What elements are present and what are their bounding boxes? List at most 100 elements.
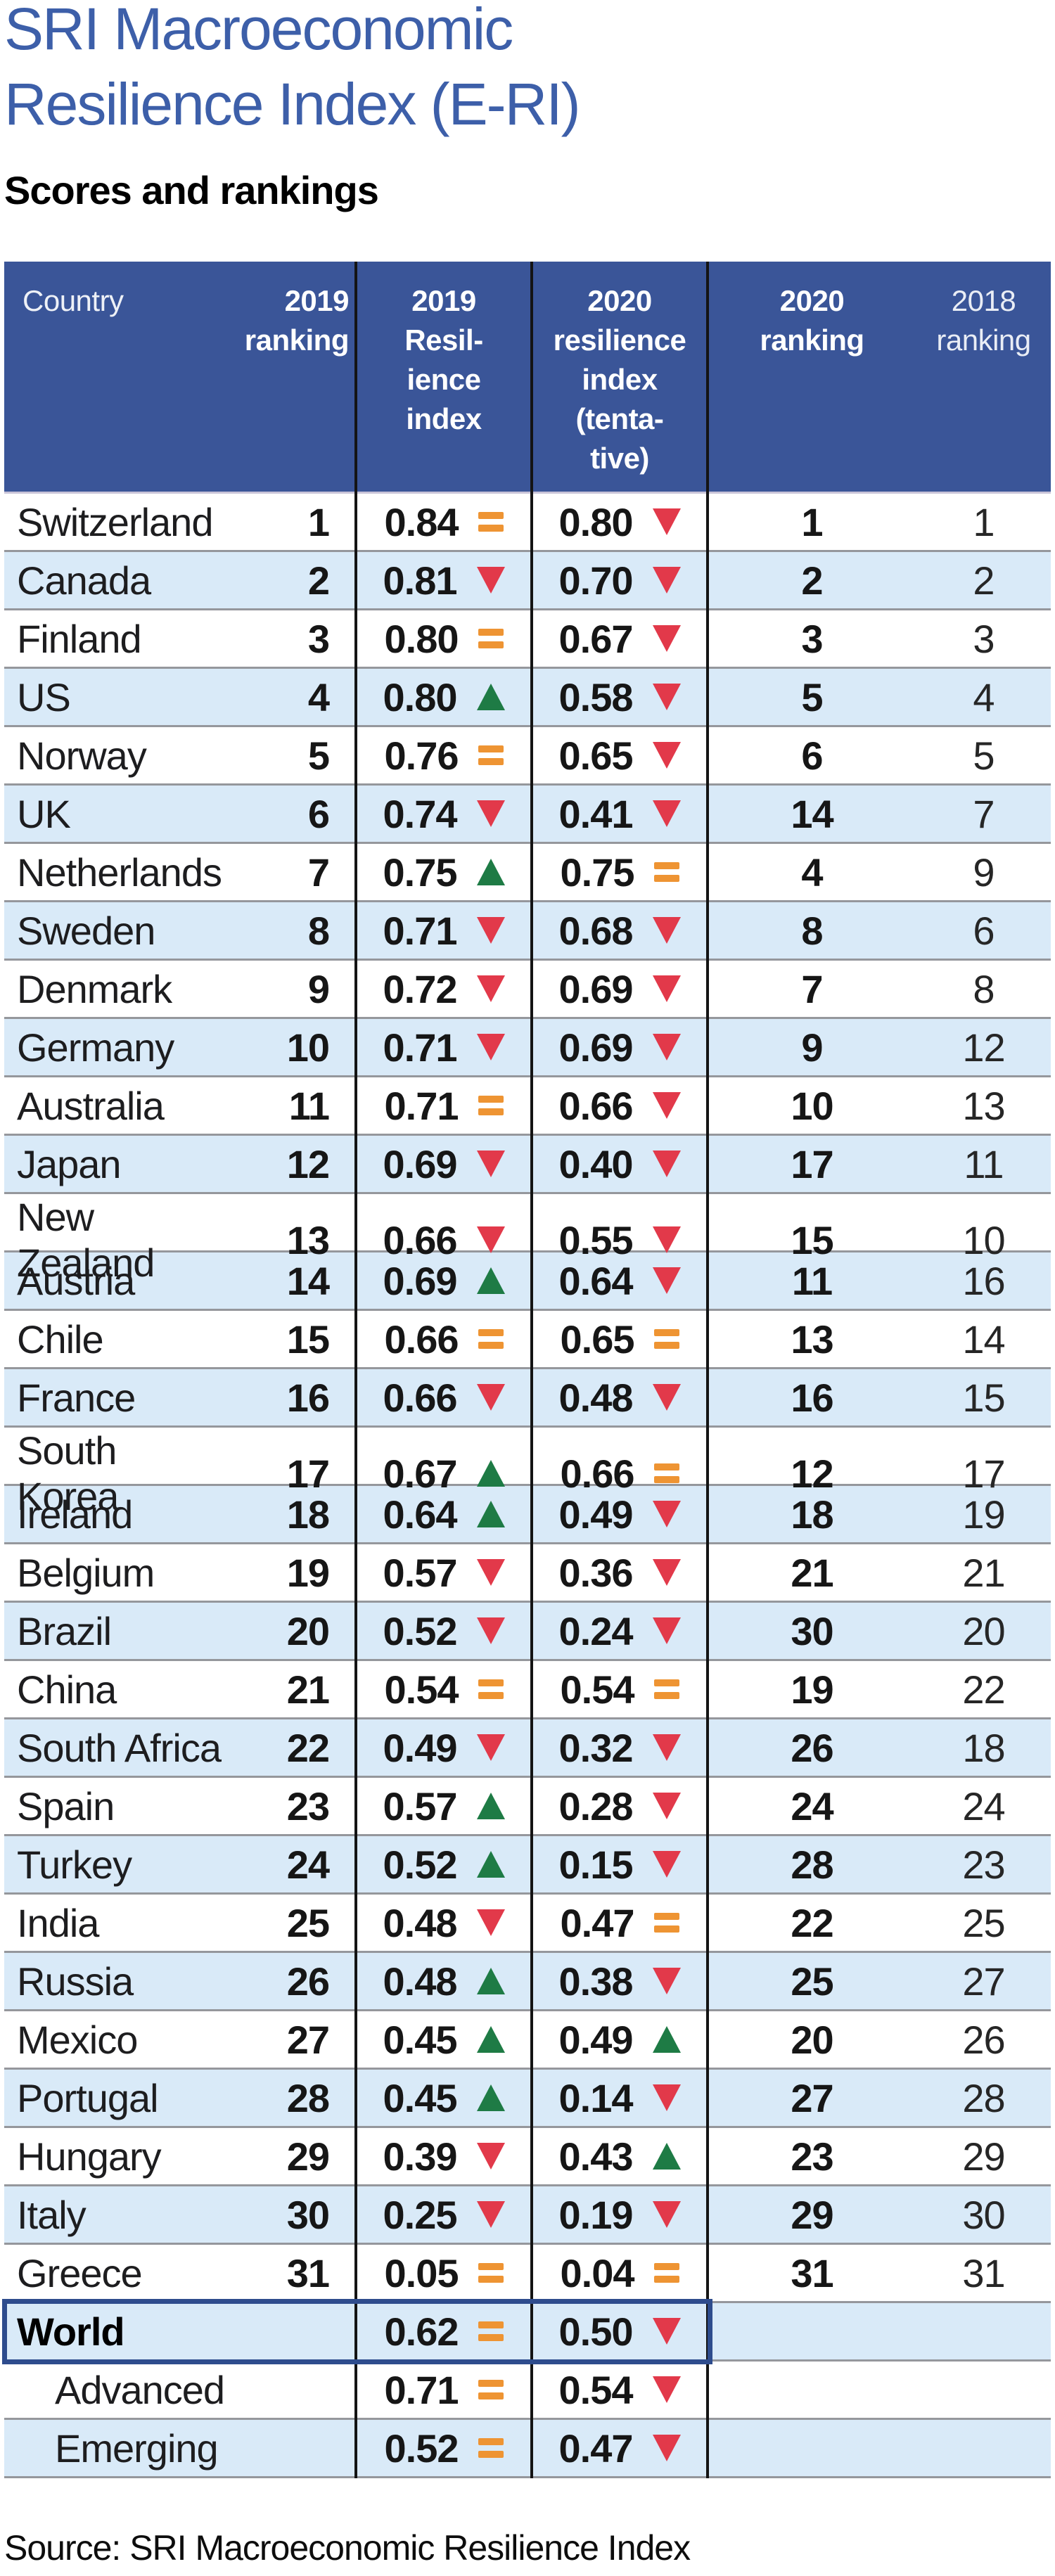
cell-2020-index: 0.54 (532, 1661, 708, 1717)
index-value-2020: 0.15 (558, 1842, 634, 1887)
cell-2019-index: 0.84 (356, 494, 532, 550)
cell-2020-ranking: 6 (801, 733, 823, 778)
down-triangle-icon (652, 1559, 681, 1586)
index-value-2019: 0.39 (383, 2134, 458, 2179)
cell-2020-ranking: 26 (791, 1725, 833, 1770)
cell-2018-ranking (916, 2362, 1051, 2418)
cell-2020-index: 0.50 (532, 2303, 708, 2359)
table-row: Australia 11 0.71 0.66 10 13 (4, 1077, 1051, 1136)
table-row: Mexico 27 0.45 0.49 20 26 (4, 2011, 1051, 2070)
down-triangle-icon (652, 1793, 681, 1819)
column-divider-line (530, 262, 533, 2478)
index-value-2019: 0.52 (384, 2426, 459, 2471)
index-value-2019: 0.80 (383, 674, 458, 719)
cell-2019-index: 0.05 (356, 2245, 532, 2301)
cell-2019-index: 0.76 (356, 727, 532, 783)
down-triangle-icon (652, 2435, 681, 2461)
cell-country: Denmark (17, 966, 172, 1011)
cell-2020-ranking: 7 (801, 966, 823, 1011)
up-triangle-icon (476, 859, 505, 885)
cell-2020-ranking: 15 (791, 1217, 833, 1262)
down-triangle-icon (652, 742, 681, 769)
cell-2018-ranking: 28 (962, 2075, 1005, 2120)
cell-2020-index: 0.69 (532, 1019, 708, 1075)
cell-2020-index: 0.68 (532, 902, 708, 959)
cell-2020-index: 0.47 (532, 1895, 708, 1951)
column-divider-line (354, 262, 357, 2478)
cell-country: New Zealand (17, 1195, 155, 1285)
down-triangle-icon (652, 2201, 681, 2228)
down-triangle-icon (652, 1151, 681, 1177)
cell-2019-ranking: 30 (286, 2192, 330, 2237)
cell-2018-ranking: 6 (973, 908, 995, 953)
table-row: Turkey 24 0.52 0.15 28 23 (4, 1836, 1051, 1895)
cell-2019-ranking: 5 (307, 733, 330, 778)
index-value-2020: 0.75 (560, 850, 635, 895)
equal-sign-icon (478, 2321, 504, 2341)
cell-2019-index: 0.80 (356, 610, 532, 667)
index-value-2020: 0.64 (558, 1258, 634, 1303)
index-value-2020: 0.68 (558, 908, 634, 953)
index-value-2019: 0.52 (383, 1842, 458, 1887)
down-triangle-icon (476, 800, 505, 827)
cell-country: Hungary (17, 2134, 162, 2179)
cell-2020-ranking: 3 (801, 616, 823, 661)
cell-2019-ranking: 11 (288, 1083, 330, 1128)
cell-2020-index: 0.67 (532, 610, 708, 667)
down-triangle-icon (652, 2318, 681, 2345)
index-value-2019: 0.66 (383, 1217, 458, 1262)
index-value-2019: 0.62 (384, 2309, 459, 2354)
cell-2020-ranking: 27 (791, 2075, 833, 2120)
cell-2019-ranking: 6 (307, 791, 330, 836)
cell-2020-index: 0.36 (532, 1544, 708, 1601)
table-header-row: Country 2019 ranking 2019 Resil- ience i… (4, 262, 1051, 494)
index-value-2020: 0.48 (558, 1375, 634, 1420)
cell-country: Netherlands (17, 850, 222, 895)
cell-2019-ranking (222, 2420, 356, 2476)
equal-sign-icon (478, 512, 504, 532)
index-value-2019: 0.45 (383, 2017, 458, 2062)
up-triangle-icon (476, 1267, 505, 1294)
cell-2019-index: 0.66 (356, 1369, 532, 1425)
cell-2019-index: 0.62 (356, 2303, 532, 2359)
up-triangle-icon (652, 2143, 681, 2170)
cell-2020-ranking: 21 (791, 1550, 833, 1595)
cell-country: Chile (17, 1316, 104, 1361)
cell-2019-ranking: 24 (286, 1842, 330, 1887)
up-triangle-icon (476, 1460, 505, 1487)
cell-2019-ranking: 10 (286, 1025, 330, 1070)
table-row: World 0.62 0.50 (4, 2303, 1051, 2362)
cell-2020-index: 0.70 (532, 552, 708, 608)
cell-2020-index: 0.15 (532, 1836, 708, 1892)
index-value-2020: 0.19 (558, 2192, 634, 2237)
cell-2019-index: 0.80 (356, 669, 532, 725)
table-row: US 4 0.80 0.58 5 4 (4, 669, 1051, 727)
cell-2019-ranking (222, 2362, 356, 2418)
table-row: Italy 30 0.25 0.19 29 30 (4, 2186, 1051, 2245)
cell-2019-index: 0.57 (356, 1778, 532, 1834)
table-row: Portugal 28 0.45 0.14 27 28 (4, 2070, 1051, 2128)
index-value-2020: 0.80 (558, 499, 634, 544)
down-triangle-icon (652, 2376, 681, 2403)
index-value-2019: 0.64 (383, 1492, 458, 1537)
cell-2019-index: 0.71 (356, 1019, 532, 1075)
cell-2019-index: 0.45 (356, 2011, 532, 2068)
down-triangle-icon (476, 1559, 505, 1586)
equal-sign-icon (653, 1463, 679, 1483)
cell-2019-ranking: 28 (286, 2075, 330, 2120)
col-header-2019-ranking: 2019 ranking (244, 284, 350, 357)
cell-2019-index: 0.69 (356, 1252, 532, 1309)
index-value-2020: 0.65 (560, 1316, 635, 1361)
cell-2019-index: 0.71 (356, 1077, 532, 1134)
cell-2019-ranking: 12 (286, 1141, 330, 1186)
up-triangle-icon (476, 1851, 505, 1878)
index-value-2020: 0.49 (558, 2017, 634, 2062)
cell-2020-ranking: 18 (791, 1492, 833, 1537)
down-triangle-icon (652, 508, 681, 535)
page-title: SRI Macroeconomic Resilience Index (E-RI) (4, 0, 581, 142)
index-value-2020: 0.55 (558, 1217, 634, 1262)
cell-country: Canada (17, 558, 151, 603)
index-value-2019: 0.48 (383, 1900, 458, 1945)
equal-sign-icon (653, 1329, 679, 1349)
down-triangle-icon (652, 567, 681, 594)
